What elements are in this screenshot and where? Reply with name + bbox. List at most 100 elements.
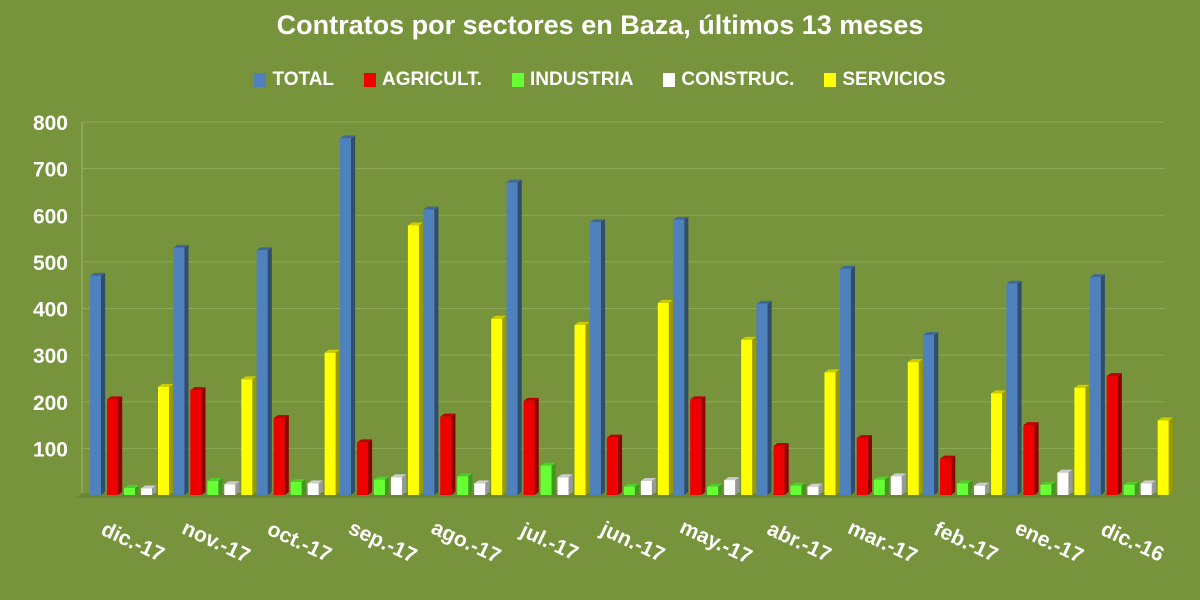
bar-front (1106, 376, 1118, 495)
bar-side (818, 483, 823, 495)
bar-front (1123, 484, 1135, 495)
bar (1040, 481, 1056, 495)
bar-side (318, 480, 323, 495)
bar (1089, 274, 1105, 495)
legend-swatch (364, 73, 377, 87)
bar (324, 349, 340, 495)
bar-top (873, 476, 889, 480)
bar (657, 299, 674, 495)
bar-front (741, 339, 753, 495)
bar (440, 413, 456, 495)
bar (1140, 480, 1156, 495)
bar-top (839, 265, 855, 269)
bar-side (502, 315, 507, 495)
bar (407, 222, 424, 495)
bar-front (606, 437, 618, 495)
bar-side (267, 247, 272, 495)
bar-front (241, 379, 253, 495)
legend-label: TOTAL (272, 69, 335, 90)
bar-front (90, 275, 101, 495)
x-tick-label: ene.-17 (1011, 516, 1086, 567)
bar-front (124, 488, 135, 495)
y-tick-label: 500 (33, 252, 68, 275)
legend-swatch (663, 73, 676, 87)
bar-side (934, 332, 939, 495)
bar (373, 476, 390, 495)
bar-front (173, 247, 185, 495)
bar-front (356, 442, 368, 495)
legend-swatch (824, 73, 837, 87)
bar-side (951, 455, 956, 495)
bar (190, 387, 206, 495)
bar-top (557, 474, 573, 478)
bar (957, 480, 973, 495)
bar-front (324, 352, 336, 495)
bar (523, 397, 539, 495)
bar-front (273, 418, 285, 495)
bar-side (485, 480, 490, 495)
bar-top (540, 462, 556, 466)
bar (173, 244, 189, 495)
bar (807, 483, 823, 495)
bar (824, 369, 840, 495)
bar-front (923, 335, 935, 495)
x-tick-label: nov.-17 (179, 516, 254, 567)
bar-top (657, 299, 674, 303)
bar-front (657, 302, 669, 495)
bar-top (523, 397, 539, 401)
bar-side (434, 206, 439, 495)
bar-front (790, 485, 802, 495)
bar-top (606, 434, 623, 438)
bar-front (1006, 283, 1018, 495)
bar-top (241, 376, 257, 380)
bar-top (890, 473, 906, 477)
bar-side (401, 474, 407, 495)
bar-side (1117, 373, 1122, 495)
bar-side (252, 376, 257, 495)
bar-side (617, 434, 623, 495)
bar-top (974, 482, 990, 486)
bar-top (1040, 481, 1056, 485)
bar (974, 482, 990, 495)
y-tick-label: 200 (33, 392, 68, 415)
bar (491, 315, 507, 495)
bar-top (991, 390, 1007, 394)
legend-swatch (511, 73, 524, 87)
bar-top (707, 483, 723, 487)
bar (640, 478, 657, 495)
x-tick-label: oct.-17 (264, 517, 335, 566)
bar-side (968, 480, 973, 495)
bar (241, 376, 257, 495)
bar-front (1157, 420, 1169, 495)
bar-top (856, 435, 872, 439)
bar (307, 480, 323, 495)
bar (741, 336, 757, 495)
bar-side (169, 383, 174, 495)
x-tick-label: may.-17 (676, 515, 755, 568)
bar-front (141, 488, 152, 495)
bar-top (741, 336, 757, 340)
bar-front (290, 481, 302, 495)
bar-top (623, 483, 640, 487)
x-tick-label: sep.-17 (345, 516, 420, 567)
bar-front (873, 479, 885, 495)
bar-top (807, 483, 823, 487)
bar-top (407, 222, 424, 226)
bar (890, 473, 906, 495)
x-tick-label: dic.-16 (1097, 518, 1167, 567)
bar-front (623, 486, 635, 495)
bar-top (1023, 422, 1039, 426)
bar (724, 477, 740, 495)
bar-front (673, 219, 685, 495)
bar (756, 300, 772, 495)
bar (1106, 373, 1122, 495)
bar (707, 483, 723, 495)
bar (339, 135, 356, 495)
bar-front (690, 399, 702, 495)
bar-side (551, 462, 556, 495)
bar-top (790, 482, 806, 486)
bar-side (284, 415, 289, 495)
bar (390, 474, 407, 495)
bar (1157, 417, 1173, 495)
chart-title: Contratos por sectores en Baza, últimos … (276, 10, 924, 40)
